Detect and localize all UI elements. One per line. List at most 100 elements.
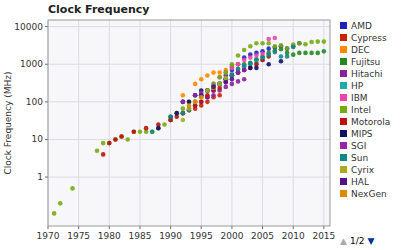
legend-label: NexGen <box>351 189 387 199</box>
point <box>285 54 290 59</box>
point <box>205 73 210 78</box>
point <box>70 186 75 191</box>
point <box>174 111 179 116</box>
series <box>52 39 326 215</box>
point <box>193 100 198 105</box>
point <box>242 58 247 63</box>
legend-swatch <box>340 82 347 89</box>
point <box>193 100 198 105</box>
point <box>242 48 247 53</box>
legend-label: DEC <box>351 45 370 55</box>
grid-line <box>48 64 330 65</box>
legend-swatch <box>340 106 347 113</box>
point <box>230 82 235 87</box>
point <box>174 111 179 116</box>
legend-label: Fujitsu <box>351 57 380 67</box>
point <box>266 62 271 67</box>
legend-swatch <box>340 166 347 173</box>
point <box>144 126 149 131</box>
series <box>150 45 296 134</box>
point <box>205 88 210 93</box>
point <box>260 55 265 60</box>
grid-line <box>293 20 294 226</box>
point <box>285 46 290 51</box>
point <box>248 44 253 49</box>
point <box>199 95 204 100</box>
series <box>211 36 277 87</box>
point <box>156 126 161 131</box>
point <box>297 41 302 46</box>
point <box>211 85 216 90</box>
point <box>107 141 112 146</box>
grid-line <box>109 20 110 226</box>
grid-line <box>201 20 202 226</box>
point <box>236 53 241 58</box>
point <box>217 82 222 87</box>
point <box>236 62 241 67</box>
legend-swatch <box>340 58 347 65</box>
point <box>138 129 143 134</box>
point <box>309 40 314 45</box>
point <box>223 70 228 75</box>
x-tick-label: 1970 <box>37 231 60 241</box>
point <box>95 148 100 153</box>
point <box>193 93 198 98</box>
point <box>211 85 216 90</box>
point <box>187 103 192 108</box>
point <box>254 66 259 71</box>
point <box>260 41 265 46</box>
point <box>217 93 222 98</box>
y-tick-label: 10000 <box>14 22 43 32</box>
data <box>52 36 326 216</box>
point <box>156 126 161 131</box>
point <box>132 129 137 134</box>
point <box>266 37 271 42</box>
series <box>230 47 327 68</box>
point <box>273 44 278 49</box>
point <box>273 50 278 55</box>
point <box>242 68 247 73</box>
point <box>266 52 271 57</box>
legend-label: Intel <box>351 105 371 115</box>
point <box>285 46 290 51</box>
point <box>297 51 302 56</box>
point <box>248 66 253 71</box>
point <box>181 100 186 105</box>
point <box>254 41 259 46</box>
point <box>181 111 186 116</box>
legend-label: AMD <box>351 21 372 31</box>
point <box>223 70 228 75</box>
point <box>193 100 198 105</box>
point <box>248 61 253 66</box>
series <box>193 77 247 108</box>
legend-label: MIPS <box>351 129 373 139</box>
grid-line <box>48 139 330 140</box>
point <box>211 93 216 98</box>
point <box>217 82 222 87</box>
y-tick-label: 100 <box>26 97 43 107</box>
annotation: ▼ <box>367 236 374 246</box>
point <box>181 118 186 123</box>
legend-label: Cypress <box>351 33 387 43</box>
point <box>322 39 327 44</box>
legend-swatch <box>340 94 347 101</box>
point <box>273 36 278 41</box>
point <box>279 59 284 64</box>
point <box>254 57 259 62</box>
point <box>217 70 222 75</box>
point <box>181 100 186 105</box>
point <box>199 95 204 100</box>
grid-line <box>139 20 140 226</box>
point <box>315 51 320 56</box>
series <box>187 95 204 108</box>
legend-label: IBM <box>351 93 368 103</box>
point <box>315 39 320 44</box>
point <box>266 41 271 46</box>
plot-frame <box>48 20 330 226</box>
point <box>279 43 284 48</box>
x-tick-label: 1975 <box>67 231 90 241</box>
point <box>181 111 186 116</box>
point <box>113 137 118 142</box>
point <box>217 86 222 91</box>
x-tick-label: 2015 <box>312 231 335 241</box>
